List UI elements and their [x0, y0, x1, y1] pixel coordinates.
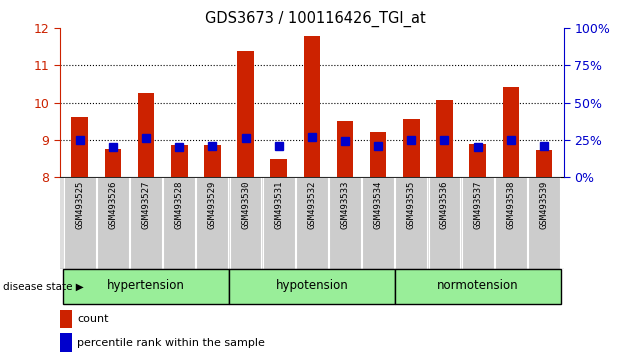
Text: GSM493526: GSM493526	[108, 181, 117, 229]
Bar	[403, 119, 420, 177]
Bar	[63, 269, 229, 304]
Text: GSM493536: GSM493536	[440, 181, 449, 229]
Text: GSM493534: GSM493534	[374, 181, 382, 229]
Text: count: count	[77, 314, 109, 324]
Bar	[130, 177, 162, 269]
Bar	[60, 309, 72, 328]
Bar	[428, 177, 461, 269]
Bar	[469, 144, 486, 177]
Bar	[495, 177, 527, 269]
Text: GDS3673 / 100116426_TGI_at: GDS3673 / 100116426_TGI_at	[205, 11, 425, 27]
Text: hypotension: hypotension	[275, 279, 348, 292]
Bar	[362, 177, 394, 269]
Text: GSM493532: GSM493532	[307, 181, 316, 229]
Bar	[503, 87, 519, 177]
Bar	[197, 177, 228, 269]
Bar	[71, 117, 88, 177]
Bar	[97, 177, 129, 269]
Text: GSM493535: GSM493535	[407, 181, 416, 229]
Bar	[436, 100, 453, 177]
Text: GSM493531: GSM493531	[274, 181, 284, 229]
Bar	[329, 177, 361, 269]
Bar	[304, 36, 320, 177]
Bar	[204, 145, 220, 177]
Text: hypertension: hypertension	[107, 279, 185, 292]
Text: GSM493537: GSM493537	[473, 181, 482, 229]
Bar	[336, 120, 353, 177]
Bar	[462, 177, 493, 269]
Bar	[163, 177, 195, 269]
Text: GSM493533: GSM493533	[340, 181, 350, 229]
Bar	[370, 132, 386, 177]
Bar	[270, 159, 287, 177]
Bar	[60, 333, 72, 352]
Bar	[138, 93, 154, 177]
Text: percentile rank within the sample: percentile rank within the sample	[77, 337, 265, 348]
Bar	[528, 177, 560, 269]
Text: GSM493538: GSM493538	[507, 181, 515, 229]
Bar	[238, 51, 254, 177]
Bar	[396, 177, 427, 269]
Text: normotension: normotension	[437, 279, 518, 292]
Text: GSM493529: GSM493529	[208, 181, 217, 229]
Bar	[105, 149, 121, 177]
Text: GSM493527: GSM493527	[142, 181, 151, 229]
Text: GSM493525: GSM493525	[75, 181, 84, 229]
Bar	[171, 145, 188, 177]
Text: disease state ▶: disease state ▶	[3, 282, 84, 292]
Bar	[536, 150, 553, 177]
Bar	[296, 177, 328, 269]
Text: GSM493528: GSM493528	[175, 181, 184, 229]
Bar	[229, 269, 395, 304]
Bar	[229, 177, 261, 269]
Bar	[395, 269, 561, 304]
Bar	[263, 177, 295, 269]
Bar	[64, 177, 96, 269]
Text: GSM493530: GSM493530	[241, 181, 250, 229]
Text: GSM493539: GSM493539	[539, 181, 549, 229]
